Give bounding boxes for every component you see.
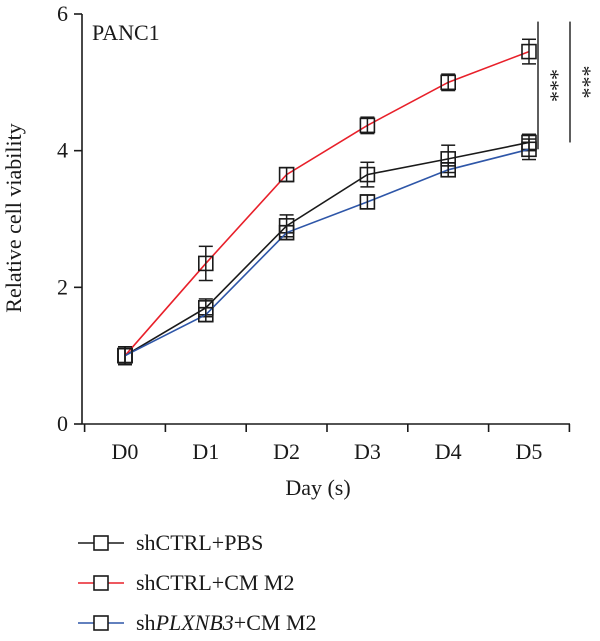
legend-label: shCTRL+CM M2 <box>136 570 295 595</box>
annotation-layer: *** *** <box>537 21 596 150</box>
y-tick-label: 4 <box>57 138 68 163</box>
data-point <box>117 347 133 364</box>
series-layer <box>117 38 537 366</box>
series-3 <box>117 138 537 366</box>
legend-item: shCTRL+CM M2 <box>78 570 295 595</box>
data-point <box>359 166 376 183</box>
x-axis-title: Day (s) <box>285 475 350 500</box>
series-1 <box>117 133 537 366</box>
panel-label: PANC1 <box>92 20 160 45</box>
data-point <box>521 43 537 60</box>
significance-label: *** <box>539 69 564 102</box>
y-tick-label: 2 <box>57 274 68 299</box>
axes: 0 2 4 6 D0 D1 D2 D3 D4 D5 <box>57 1 571 464</box>
data-point <box>521 141 537 158</box>
x-tick-label: D4 <box>435 439 462 464</box>
series-line <box>124 148 530 357</box>
data-point <box>359 194 376 210</box>
y-tick-label: 0 <box>57 411 68 436</box>
data-point <box>198 255 214 272</box>
legend-marker <box>93 615 109 631</box>
x-tick-label: D2 <box>273 439 300 464</box>
legend-item: shCTRL+PBS <box>78 530 263 555</box>
legend-label: shCTRL+PBS <box>136 530 263 555</box>
series-line <box>124 50 530 357</box>
data-point <box>278 166 295 183</box>
x-tick-label: D3 <box>354 439 381 464</box>
data-point <box>359 117 376 134</box>
legend-item: shPLXNB3+CM M2 <box>78 610 317 635</box>
x-tick-label: D1 <box>192 439 219 464</box>
significance-label: *** <box>571 66 596 99</box>
data-point <box>198 306 214 323</box>
legend-label: shPLXNB3+CM M2 <box>136 610 317 635</box>
y-axis-title: Relative cell viability <box>1 123 26 312</box>
series-2 <box>117 38 537 366</box>
y-tick-label: 6 <box>57 1 68 26</box>
legend: shCTRL+PBS shCTRL+CM M2 shPLXNB3+CM M2 <box>78 530 317 635</box>
legend-marker <box>93 535 109 551</box>
legend-marker <box>93 575 109 591</box>
data-point <box>440 162 457 178</box>
data-point <box>440 74 457 91</box>
x-tick-label: D5 <box>516 439 543 464</box>
data-point <box>278 224 295 241</box>
series-line <box>124 141 530 357</box>
x-tick-label: D0 <box>112 439 139 464</box>
